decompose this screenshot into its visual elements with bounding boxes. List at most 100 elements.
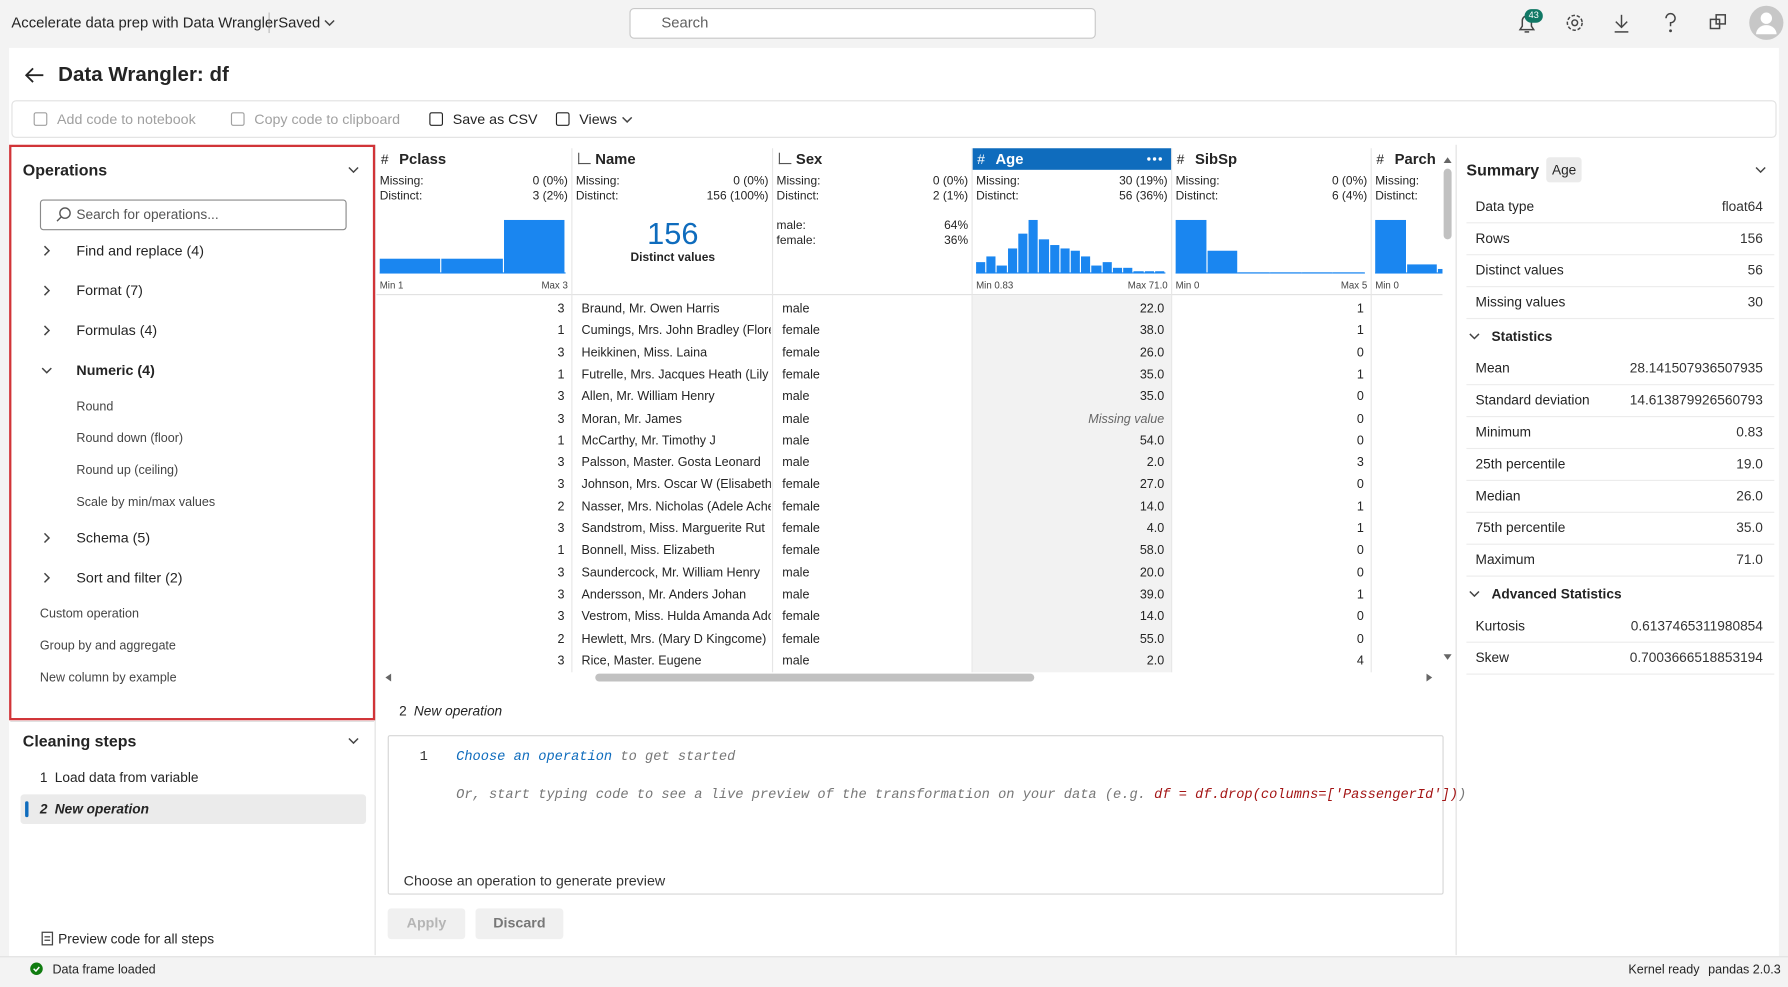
selected-column bbox=[972, 295, 1172, 673]
toolbar-button[interactable]: Views bbox=[579, 111, 618, 128]
summary-label: Mean bbox=[1475, 360, 1510, 377]
cell: 39.0 bbox=[1139, 587, 1165, 602]
cell: 3 bbox=[557, 412, 565, 426]
code-text: ) bbox=[1457, 786, 1467, 803]
column-name[interactable]: Sex bbox=[795, 150, 823, 168]
operation-group[interactable]: Format (7) bbox=[76, 282, 143, 299]
code-editor[interactable] bbox=[387, 735, 1444, 895]
summary-label: Median bbox=[1475, 487, 1521, 504]
cell: 3 bbox=[1356, 455, 1364, 470]
summary-row-border bbox=[1466, 641, 1775, 643]
cell: 54.0 bbox=[1139, 433, 1165, 448]
operation-item[interactable]: New column by example bbox=[39, 671, 177, 685]
cell: 0 bbox=[1356, 565, 1364, 580]
toolbar-button: Add code to notebook bbox=[57, 111, 196, 128]
toolbar-button[interactable]: Save as CSV bbox=[452, 111, 538, 128]
summary-title: Summary bbox=[1466, 160, 1540, 179]
column-name[interactable]: Parch bbox=[1394, 150, 1436, 168]
summary-row-border bbox=[1466, 543, 1775, 545]
summary-row-border bbox=[1466, 511, 1775, 513]
column-menu-dot[interactable] bbox=[1152, 157, 1156, 161]
column-type-icon: # bbox=[977, 151, 985, 168]
cell: Braund, Mr. Owen Harris bbox=[581, 302, 720, 316]
step-number: 1 bbox=[39, 769, 48, 786]
summary-section-title[interactable]: Statistics bbox=[1491, 328, 1553, 345]
avatar[interactable] bbox=[1749, 5, 1784, 40]
cell: 1 bbox=[1356, 367, 1364, 382]
settings-icon[interactable] bbox=[1566, 14, 1583, 31]
preview-code-link[interactable]: Preview code for all steps bbox=[58, 931, 215, 948]
column-border bbox=[1171, 148, 1173, 673]
cell: Bonnell, Miss. Elizabeth bbox=[581, 543, 715, 558]
cell: 1 bbox=[1356, 587, 1364, 602]
operation-group[interactable]: Numeric (4) bbox=[76, 362, 155, 379]
column-border bbox=[571, 148, 573, 673]
cell: female bbox=[782, 477, 820, 492]
header-divider bbox=[376, 294, 1443, 296]
operation-item[interactable]: Round bbox=[76, 400, 114, 414]
line-number: 1 bbox=[419, 748, 428, 765]
cell: 0 bbox=[1356, 389, 1364, 404]
cell: 3 bbox=[557, 565, 565, 580]
step-label[interactable]: Load data from variable bbox=[54, 769, 199, 786]
cell: Sandstrom, Miss. Marguerite Rut bbox=[581, 521, 765, 536]
summary-row-border bbox=[1466, 447, 1775, 450]
summary-value: 0.6137465311980854 bbox=[1630, 617, 1763, 634]
column-name[interactable]: SibSp bbox=[1195, 150, 1238, 168]
cell: Heikkinen, Miss. Laina bbox=[581, 346, 708, 360]
histogram-bar bbox=[997, 265, 1007, 274]
summary-label: 75th percentile bbox=[1475, 519, 1566, 536]
histogram-baseline bbox=[976, 272, 1166, 274]
column-name[interactable]: Age bbox=[995, 150, 1024, 168]
share-icon[interactable] bbox=[1709, 14, 1727, 30]
distinct-value: 3 (2%) bbox=[532, 189, 568, 203]
code-line: Or, start typing code to see a live prev… bbox=[456, 785, 1466, 803]
download-icon[interactable] bbox=[1614, 14, 1629, 33]
operations-search[interactable] bbox=[39, 199, 347, 231]
action-button[interactable]: Apply bbox=[387, 908, 466, 940]
cell: male bbox=[782, 412, 810, 426]
column-menu-dot[interactable] bbox=[1158, 157, 1162, 161]
histogram-bar bbox=[1060, 248, 1070, 274]
column-menu-dot[interactable] bbox=[1147, 157, 1150, 161]
operation-item[interactable]: Custom operation bbox=[39, 607, 139, 622]
summary-section-title[interactable]: Advanced Statistics bbox=[1491, 585, 1622, 602]
missing-label: Missing: bbox=[1175, 174, 1220, 189]
histogram-bar bbox=[1375, 219, 1406, 274]
operation-item[interactable]: Round up (ceiling) bbox=[76, 463, 179, 478]
summary-value: 30 bbox=[1747, 294, 1763, 310]
missing-label: Missing: bbox=[1375, 174, 1420, 189]
cell: 2 bbox=[557, 499, 565, 514]
cell: 3 bbox=[557, 587, 565, 602]
cell: 1 bbox=[557, 324, 565, 338]
cell: 14.0 bbox=[1139, 609, 1165, 624]
missing-value: 0 (0%) bbox=[532, 174, 568, 189]
step-label[interactable]: New operation bbox=[54, 801, 150, 818]
column-name[interactable]: Pclass bbox=[399, 150, 447, 168]
action-button[interactable]: Discard bbox=[475, 908, 564, 940]
distinct-value: 56 (36%) bbox=[1119, 189, 1168, 203]
operation-group[interactable]: Schema (5) bbox=[76, 529, 151, 546]
cell: Johnson, Mrs. Oscar W (Elisabeth Vil bbox=[581, 477, 771, 492]
code-text[interactable]: Choose an operation bbox=[456, 748, 613, 765]
category-percent: 36% bbox=[944, 233, 969, 248]
distinct-value: 6 (4%) bbox=[1331, 189, 1368, 203]
distinct-label: Distinct: bbox=[379, 189, 423, 203]
search-placeholder: Search bbox=[661, 13, 709, 31]
operation-item[interactable]: Round down (floor) bbox=[76, 431, 184, 446]
operation-item[interactable]: Group by and aggregate bbox=[39, 639, 176, 654]
cell: Saundercock, Mr. William Henry bbox=[581, 565, 761, 580]
missing-label: Missing: bbox=[776, 174, 821, 189]
operation-group[interactable]: Sort and filter (2) bbox=[76, 569, 183, 586]
column-name[interactable]: Name bbox=[595, 150, 636, 168]
operation-group[interactable]: Find and replace (4) bbox=[76, 242, 204, 259]
summary-label: Rows bbox=[1475, 230, 1510, 247]
operation-item[interactable]: Scale by min/max values bbox=[76, 495, 216, 510]
histogram-bar bbox=[1091, 265, 1102, 274]
operation-group[interactable]: Formulas (4) bbox=[76, 322, 158, 339]
cell: 1 bbox=[557, 367, 565, 382]
histogram-bar bbox=[986, 256, 996, 274]
cell: male bbox=[782, 587, 810, 602]
help-icon[interactable] bbox=[1665, 12, 1676, 33]
search-box[interactable] bbox=[629, 7, 1096, 39]
